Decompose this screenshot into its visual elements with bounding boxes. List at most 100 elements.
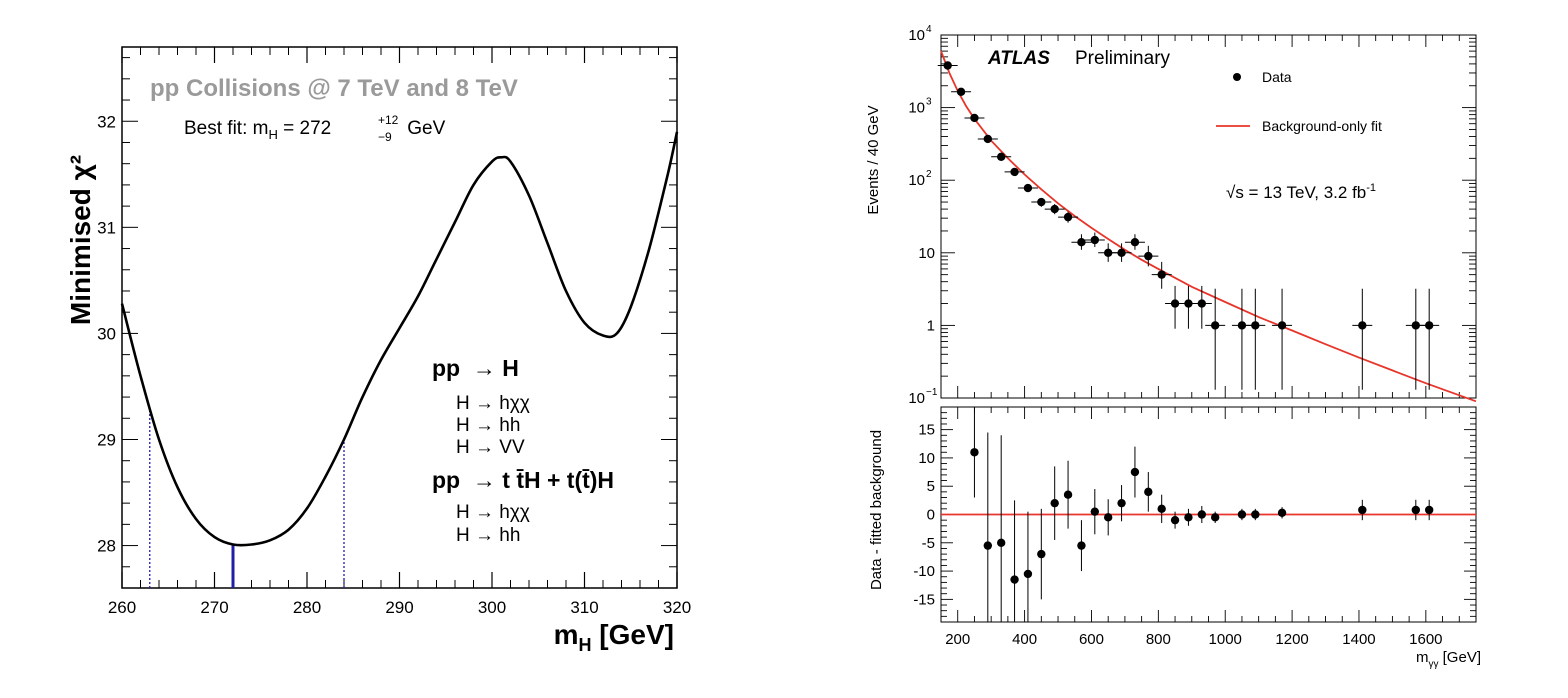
chi2-process-block: pp → H H → hχχ H → hh H → VV pp → t t̄H … <box>432 355 614 546</box>
chi2-y-tick-label: 28 <box>97 537 116 556</box>
background-fit-curve <box>940 50 1477 403</box>
data-point <box>1170 299 1180 308</box>
ratio-x-tick-label: 200 <box>945 631 970 648</box>
ratio-point <box>1063 490 1073 499</box>
ratio-point <box>1184 513 1193 522</box>
ratio-y-tick-label: -5 <box>922 535 935 552</box>
ratio-point <box>1251 510 1260 519</box>
spectrum-axis-ticks <box>941 34 1476 623</box>
ratio-point <box>1157 504 1166 514</box>
data-point <box>943 61 952 70</box>
data-point <box>956 87 966 97</box>
ratio-point <box>1424 505 1434 515</box>
ratio-points <box>970 407 1434 622</box>
ratio-y-tick-label: 15 <box>918 422 935 439</box>
chi2-chart: 260 270 280 290 300 310 320 28 29 30 31 32 pp Colli… <box>65 46 691 655</box>
ratio-point <box>1050 498 1059 508</box>
ratio-point <box>1037 549 1046 559</box>
ratio-point <box>1103 513 1113 522</box>
ratio-point <box>970 448 979 457</box>
preliminary-label: Preliminary <box>1075 48 1171 69</box>
ratio-y-tick-label: -15 <box>913 591 935 608</box>
atlas-label: ATLAS <box>987 48 1050 69</box>
chi2-x-tick-label: 270 <box>200 598 228 617</box>
data-point <box>1358 321 1367 330</box>
ratio-point <box>1358 505 1367 515</box>
ratio-point <box>983 541 993 550</box>
data-point <box>1117 248 1126 257</box>
process-line-1: H → hχχ <box>456 393 530 414</box>
data-point <box>1037 197 1046 207</box>
data-point <box>1197 299 1207 308</box>
data-point <box>1144 251 1153 261</box>
data-point <box>983 134 993 144</box>
data-point <box>1277 321 1287 330</box>
spectrum-y-tick-label: 10 <box>908 100 925 117</box>
ratio-point <box>1411 505 1421 515</box>
spectrum-y-axis-label: Events / 40 GeV <box>865 105 882 214</box>
chi2-best-fit-unit: GeV <box>402 118 446 139</box>
chi2-y-tick-label: 30 <box>97 324 116 343</box>
data-point <box>1050 204 1059 214</box>
chi2-best-fit-err-down: −9 <box>378 130 392 144</box>
data-point <box>1090 235 1100 245</box>
chi2-x-tick-label: 280 <box>293 598 321 617</box>
ratio-point <box>1144 487 1153 497</box>
energy-lumi-label: √s = 13 TeV, 3.2 fb-1 <box>1226 182 1376 202</box>
data-point <box>1010 167 1019 177</box>
data-point <box>1157 270 1166 279</box>
ratio-x-tick-label: 1400 <box>1342 631 1375 648</box>
ratio-y-tick-label: 5 <box>927 478 935 495</box>
ratio-point <box>996 538 1006 547</box>
chi2-subtitle: pp Collisions @ 7 TeV and 8 TeV <box>150 75 518 102</box>
spectrum-y-tick-label: 1 <box>927 317 935 334</box>
legend-data-label: Data <box>1262 69 1292 85</box>
chi2-best-fit-err-up: +12 <box>378 113 399 127</box>
chi2-y-tick-label: 29 <box>97 430 116 449</box>
legend-fit-label: Background-only fit <box>1262 118 1382 134</box>
ratio-point <box>1077 541 1086 550</box>
data-point <box>1103 248 1113 257</box>
spectrum-y-tick-exponent: 4 <box>926 24 932 35</box>
ratio-point <box>1277 508 1287 518</box>
ratio-point <box>1170 515 1180 525</box>
ratio-x-axis-label: mγγ [GeV] <box>1416 649 1481 670</box>
data-point <box>1237 321 1247 330</box>
ratio-x-tick-label: 400 <box>1012 631 1037 648</box>
spectrum-y-tick-label: 10 <box>908 172 925 189</box>
process-line-3: H → VV <box>456 437 525 458</box>
data-point <box>970 113 979 123</box>
ratio-point <box>1010 575 1019 584</box>
chi2-y-tick-label: 31 <box>97 218 116 237</box>
ratio-y-axis-label: Data - fitted background <box>868 430 885 590</box>
ratio-x-tick-label: 600 <box>1079 631 1104 648</box>
data-point <box>1023 183 1033 193</box>
data-point <box>1411 321 1421 330</box>
chi2-best-fit-label: Best fit: mH = 272 <box>184 118 337 142</box>
chi2-y-axis-label: Minimised χ² <box>65 155 96 325</box>
data-point <box>1424 321 1434 330</box>
ratio-point <box>1090 507 1100 516</box>
data-point <box>996 152 1006 162</box>
spectrum-y-tick-exponent: 3 <box>926 97 932 108</box>
data-point <box>1251 321 1260 330</box>
chi2-x-tick-label: 320 <box>663 598 691 617</box>
chi2-interval-lines <box>149 407 345 588</box>
ratio-point <box>1210 513 1220 522</box>
spectrum-y-tick-exponent: −1 <box>926 387 938 398</box>
legend-data-marker <box>1233 73 1241 81</box>
spectrum-y-tick-label: 10 <box>908 390 925 407</box>
ratio-point <box>1197 510 1207 519</box>
data-points <box>937 61 1440 390</box>
process-line-4: H → hχχ <box>456 502 530 523</box>
ratio-y-tick-label: -10 <box>913 563 935 580</box>
data-point <box>1130 237 1140 247</box>
data-point <box>1077 237 1086 247</box>
ratio-point <box>1130 467 1140 477</box>
process-line-2: H → hh <box>456 415 520 436</box>
spectrum-y-tick-label: 10 <box>908 27 925 44</box>
chi2-tick-labels: 260 270 280 290 300 310 320 28 29 30 31 32 <box>97 112 691 617</box>
